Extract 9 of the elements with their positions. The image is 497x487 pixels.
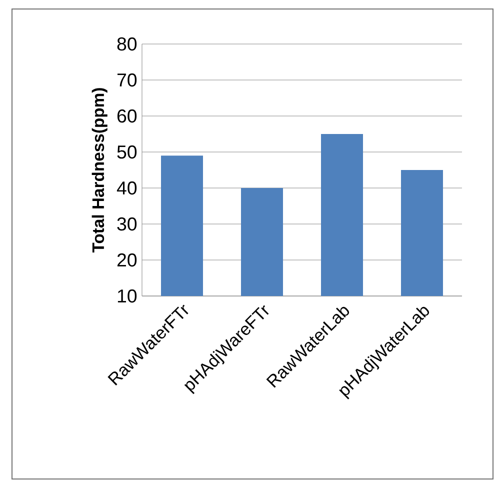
y-tick-label: 10 (118, 289, 137, 303)
y-tick-label: 70 (117, 73, 137, 87)
y-axis-title: Total Hardness(ppm) (92, 88, 108, 253)
y-tick-label: 30 (117, 217, 137, 231)
y-tick-label: 80 (117, 37, 137, 51)
y-tick-label: 20 (117, 253, 137, 267)
y-tick-label: 60 (117, 109, 137, 123)
y-tick-label: 40 (116, 181, 137, 195)
y-tick-label: 50 (117, 145, 137, 159)
